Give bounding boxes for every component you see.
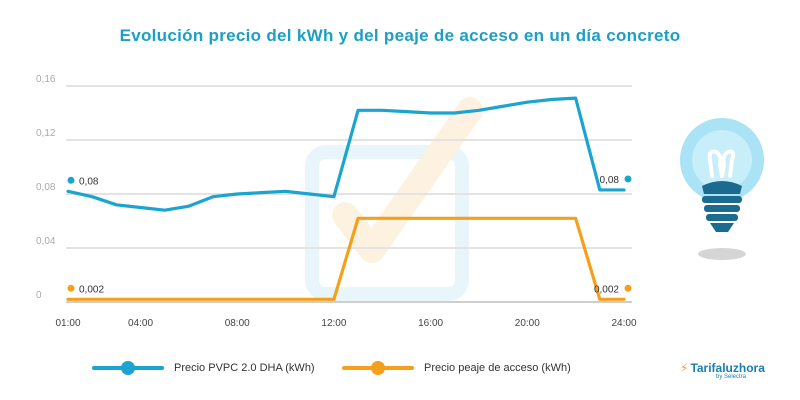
start-value-label: 0,08 [79,176,99,187]
end-value-marker [624,284,632,292]
x-tick-label: 24:00 [611,318,636,329]
end-value-marker [624,175,632,183]
legend-label-pvpc: Precio PVPC 2.0 DHA (kWh) [174,362,315,374]
end-value-label: 0,002 [594,284,619,295]
start-value-marker [67,284,75,292]
lightbulb-icon [680,118,764,260]
x-tick-label: 20:00 [515,318,540,329]
series-line-1 [66,96,626,212]
x-tick-label: 16:00 [418,318,443,329]
brand-logo[interactable]: ⚡ Tarifaluzhora by Selectra [680,361,780,380]
x-tick-label: 04:00 [128,318,153,329]
start-value-label: 0,002 [79,284,104,295]
x-tick-label: 08:00 [225,318,250,329]
brand-sub: by Selectra [716,374,747,380]
end-value-label: 0,08 [600,175,620,186]
chart-title: Evolución precio del kWh y del peaje de … [119,26,681,45]
brand-name: Tarifaluzhora [690,361,765,375]
start-value-marker [67,176,75,184]
watermark-check-icon [305,97,483,301]
y-tick-label: 0 [36,290,42,301]
x-tick-label: 12:00 [321,318,346,329]
legend-swatch-pvpc [92,361,164,375]
y-tick-label: 0,08 [36,182,56,193]
bolt-icon: ⚡ [680,361,689,375]
legend-item-peaje: Precio peaje de acceso (kWh) [342,361,571,375]
legend-swatch-peaje [342,361,414,375]
series-line-2 [66,216,626,301]
x-tick-label: 01:00 [55,318,80,329]
y-tick-label: 0,12 [36,128,56,139]
legend-label-peaje: Precio peaje de acceso (kWh) [424,362,571,374]
y-tick-label: 0,04 [36,236,56,247]
y-tick-label: 0,16 [36,74,56,85]
legend-item-pvpc: Precio PVPC 2.0 DHA (kWh) [92,361,315,375]
